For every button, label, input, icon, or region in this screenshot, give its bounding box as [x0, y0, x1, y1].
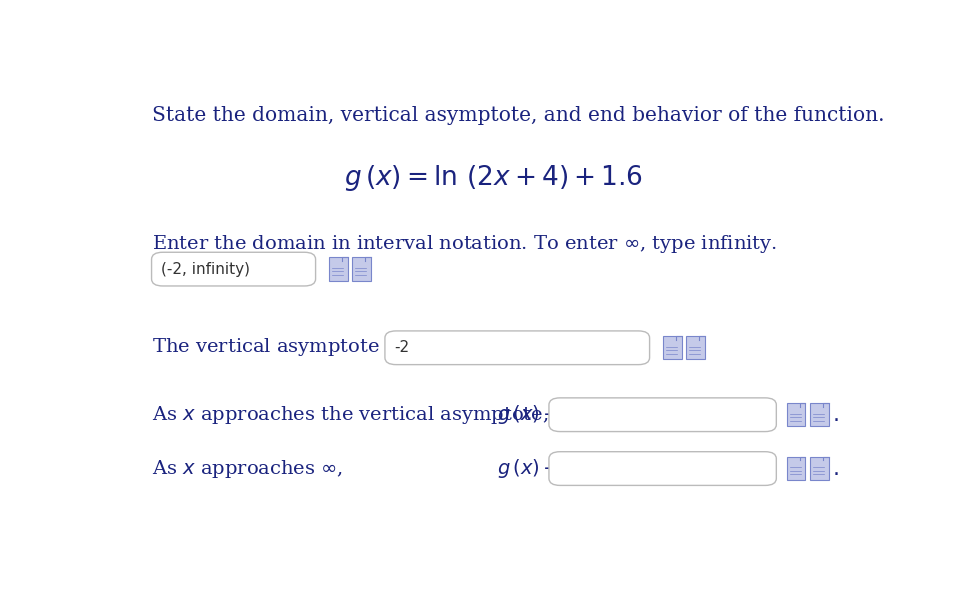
FancyBboxPatch shape — [809, 403, 827, 426]
Text: $g\,(x) \rightarrow$: $g\,(x) \rightarrow$ — [496, 457, 559, 480]
FancyBboxPatch shape — [549, 398, 776, 432]
Text: Enter the domain in interval notation. To enter $\infty$, type infinity.: Enter the domain in interval notation. T… — [152, 233, 776, 255]
Text: $g\,(x) \rightarrow$: $g\,(x) \rightarrow$ — [496, 403, 559, 426]
Text: .: . — [832, 405, 839, 425]
Text: (-2, infinity): (-2, infinity) — [160, 261, 249, 277]
Text: State the domain, vertical asymptote, and end behavior of the function.: State the domain, vertical asymptote, an… — [152, 106, 883, 125]
FancyBboxPatch shape — [549, 452, 776, 485]
Text: As $x$ approaches the vertical asymptote,: As $x$ approaches the vertical asymptote… — [152, 404, 548, 426]
FancyBboxPatch shape — [384, 331, 649, 365]
Text: .: . — [832, 458, 839, 478]
FancyBboxPatch shape — [329, 257, 347, 281]
Text: -2: -2 — [393, 340, 408, 355]
FancyBboxPatch shape — [809, 457, 827, 480]
FancyBboxPatch shape — [662, 336, 681, 359]
FancyBboxPatch shape — [685, 336, 704, 359]
Text: $g\,(x) = \ln\,(2x + 4) + 1.6$: $g\,(x) = \ln\,(2x + 4) + 1.6$ — [343, 164, 642, 193]
FancyBboxPatch shape — [152, 252, 315, 286]
FancyBboxPatch shape — [352, 257, 370, 281]
FancyBboxPatch shape — [786, 403, 804, 426]
Text: As $x$ approaches $\infty$,: As $x$ approaches $\infty$, — [152, 458, 342, 480]
FancyBboxPatch shape — [786, 457, 804, 480]
Text: The vertical asymptote is $x =$: The vertical asymptote is $x =$ — [152, 336, 438, 358]
